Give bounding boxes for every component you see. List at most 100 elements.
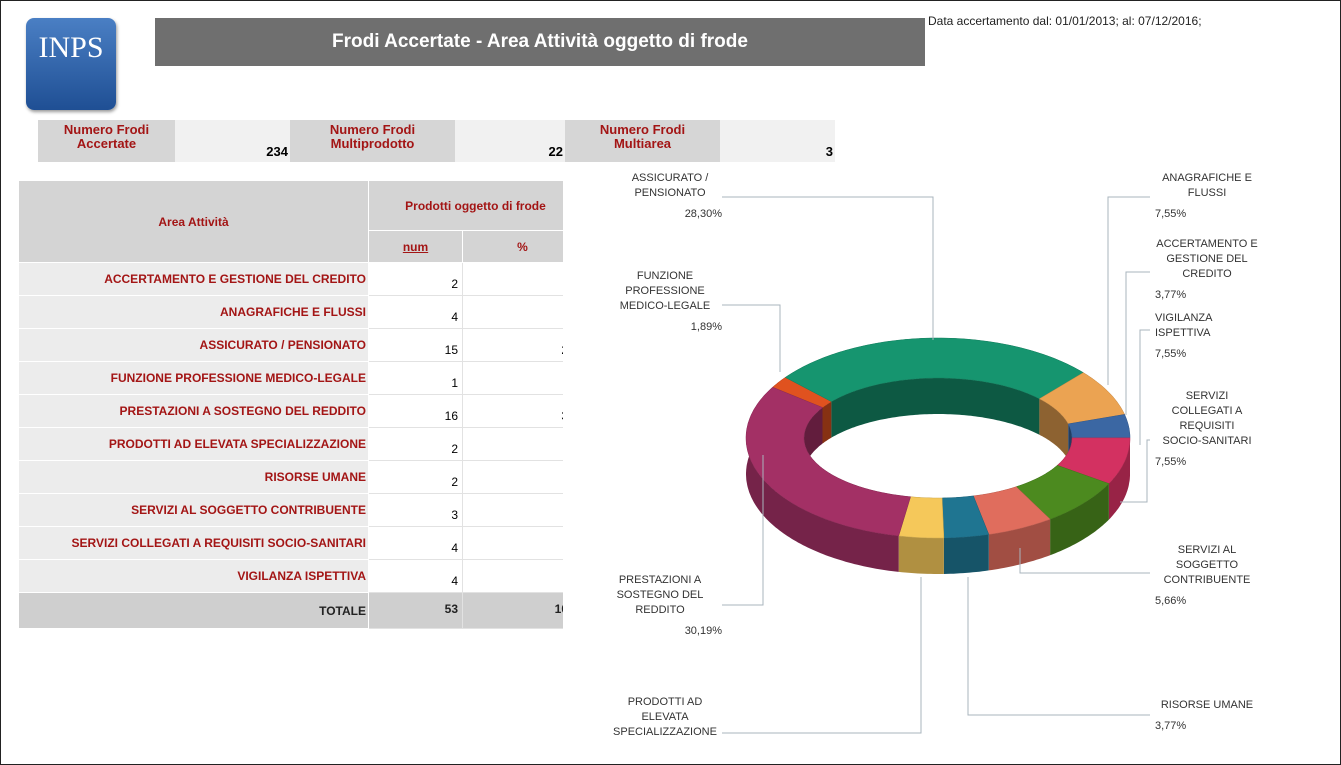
num-cell: 4: [368, 559, 463, 593]
slice-inner-wall: [831, 378, 1040, 438]
slice: [745, 386, 911, 537]
slice-value-label: 1,89%: [691, 321, 722, 333]
slice-value-label: 5,66%: [1155, 595, 1186, 607]
table-row: SERVIZI AL SOGGETTO CONTRIBUENTE35,: [18, 493, 563, 527]
report-title: Frodi Accertate - Area Attività oggetto …: [155, 18, 925, 66]
area-cell: RISORSE UMANE: [18, 460, 369, 494]
leader-line: [1139, 329, 1150, 445]
slice-outer-wall: [1050, 483, 1109, 556]
slice-value-label: 3,77%: [1155, 720, 1186, 732]
table-row: SERVIZI COLLEGATI A REQUISITI SOCIO-SANI…: [18, 526, 563, 560]
area-cell: TOTALE: [18, 592, 369, 629]
area-cell: ANAGRAFICHE E FLUSSI: [18, 295, 369, 329]
slice-tops: [745, 337, 1131, 539]
num-cell: 53: [368, 592, 463, 629]
num-cell: 2: [368, 460, 463, 494]
slice-label: SERVIZI COLLEGATI A REQUISITI SOCIO-SANITAR…: [1162, 390, 1251, 447]
slice-label: FUNZIONE PROFESSIONE MEDICO-LEGALE: [620, 270, 710, 312]
leader-line: [1120, 439, 1150, 503]
pct-cell: 30,: [462, 394, 563, 428]
leader-line: [722, 455, 764, 606]
slice-outer-wall: [943, 534, 989, 574]
leader-line: [722, 304, 781, 372]
num-cell: 1: [368, 361, 463, 395]
column-header: Area Attività: [18, 180, 369, 263]
table-row: PRESTAZIONI A SOSTEGNO DEL REDDITO1630,: [18, 394, 563, 428]
slice-label: PRODOTTI AD ELEVATA SPECIALIZZAZIONE: [613, 696, 717, 738]
slice-value-label: 7,55%: [1155, 456, 1186, 468]
slice-label: ANAGRAFICHE E FLUSSI: [1162, 172, 1252, 199]
slice-inner-wall: [1039, 398, 1069, 460]
pct-cell: 5,: [462, 493, 563, 527]
leader-line: [1107, 196, 1150, 385]
pct-cell: 28,: [462, 328, 563, 362]
kpi-value: 234: [175, 120, 290, 162]
slice-value-label: 3,77%: [1155, 289, 1186, 301]
slice-label: ACCERTAMENTO E GESTIONE DEL CREDITO: [1156, 238, 1257, 280]
num-cell: 4: [368, 526, 463, 560]
pct-cell: 3,: [462, 427, 563, 461]
slice-label: SERVIZI AL SOGGETTO CONTRIBUENTE: [1164, 544, 1251, 586]
slice-value-label: 7,55%: [1155, 348, 1186, 360]
column-header: num: [368, 230, 463, 263]
area-cell: VIGILANZA ISPETTIVA: [18, 559, 369, 593]
area-cell: ACCERTAMENTO E GESTIONE DEL CREDITO: [18, 262, 369, 296]
leader-line: [1125, 271, 1150, 415]
leader-line: [722, 196, 934, 340]
pct-cell: 7,: [462, 559, 563, 593]
slice-outer-wall: [898, 535, 944, 574]
num-cell: 2: [368, 262, 463, 296]
table-row: TOTALE53100,: [18, 592, 563, 629]
labels: FUNZIONE PROFESSIONE MEDICO-LEGALE 1,89% ASS…: [613, 172, 1258, 738]
table-row: FUNZIONE PROFESSIONE MEDICO-LEGALE11,: [18, 361, 563, 395]
slice-value-label: 7,55%: [1155, 208, 1186, 220]
table-row: RISORSE UMANE23,: [18, 460, 563, 494]
table-row: ASSICURATO / PENSIONATO1528,: [18, 328, 563, 362]
kpi-label: Numero Frodi Multiarea: [565, 120, 720, 162]
leader-line: [1019, 548, 1150, 574]
pct-cell: 1,: [462, 361, 563, 395]
num-cell: 16: [368, 394, 463, 428]
kpi-value: 3: [720, 120, 835, 162]
logo: INPS: [26, 18, 116, 110]
num-cell: 2: [368, 427, 463, 461]
slice-label: RISORSE UMANE: [1161, 699, 1253, 711]
table-container: Area Attività Prodotti oggetto di frode n…: [18, 180, 563, 629]
kpi-value: 22: [455, 120, 565, 162]
table-row: PRODOTTI AD ELEVATA SPECIALIZZAZIONE23,: [18, 427, 563, 461]
data-table: Area Attività Prodotti oggetto di frode n…: [18, 180, 563, 629]
table-row: VIGILANZA ISPETTIVA47,: [18, 559, 563, 593]
leader-line: [722, 577, 922, 734]
pct-cell: 3,: [462, 262, 563, 296]
area-cell: SERVIZI COLLEGATI A REQUISITI SOCIO-SANI…: [18, 526, 369, 560]
column-header: %: [462, 230, 563, 263]
pct-cell: 100,: [462, 592, 563, 629]
date-range: Data accertamento dal: 01/01/2013; al: 0…: [928, 14, 1202, 28]
table-row: ANAGRAFICHE E FLUSSI47,: [18, 295, 563, 329]
slice-outer-wall: [746, 387, 899, 572]
num-cell: 15: [368, 328, 463, 362]
area-cell: PRODOTTI AD ELEVATA SPECIALIZZAZIONE: [18, 427, 369, 461]
slice-value-label: 30,19%: [685, 625, 723, 637]
area-cell: ASSICURATO / PENSIONATO: [18, 328, 369, 362]
num-cell: 3: [368, 493, 463, 527]
slice-label: ASSICURATO / PENSIONATO: [632, 172, 710, 199]
area-cell: PRESTAZIONI A SOSTEGNO DEL REDDITO: [18, 394, 369, 428]
slice-inner-wall: [822, 401, 832, 444]
column-header: Prodotti oggetto di frode: [368, 180, 563, 231]
area-cell: FUNZIONE PROFESSIONE MEDICO-LEGALE: [18, 361, 369, 395]
kpi-label: Numero Frodi Accertate: [38, 120, 175, 162]
num-cell: 4: [368, 295, 463, 329]
slice-value-label: 28,30%: [685, 208, 723, 220]
table-row: ACCERTAMENTO E GESTIONE DEL CREDITO23,: [18, 262, 563, 296]
slice-outer-wall: [1108, 437, 1130, 520]
kpi-label: Numero Frodi Multiprodotto: [290, 120, 455, 162]
slice-label: VIGILANZA ISPETTIVA: [1155, 312, 1213, 339]
slice-label: PRESTAZIONI A SOSTEGNO DEL REDDITO: [617, 574, 704, 616]
area-cell: SERVIZI AL SOGGETTO CONTRIBUENTE: [18, 493, 369, 527]
pct-cell: 7,: [462, 526, 563, 560]
pct-cell: 3,: [462, 460, 563, 494]
leader-line: [967, 577, 1150, 716]
